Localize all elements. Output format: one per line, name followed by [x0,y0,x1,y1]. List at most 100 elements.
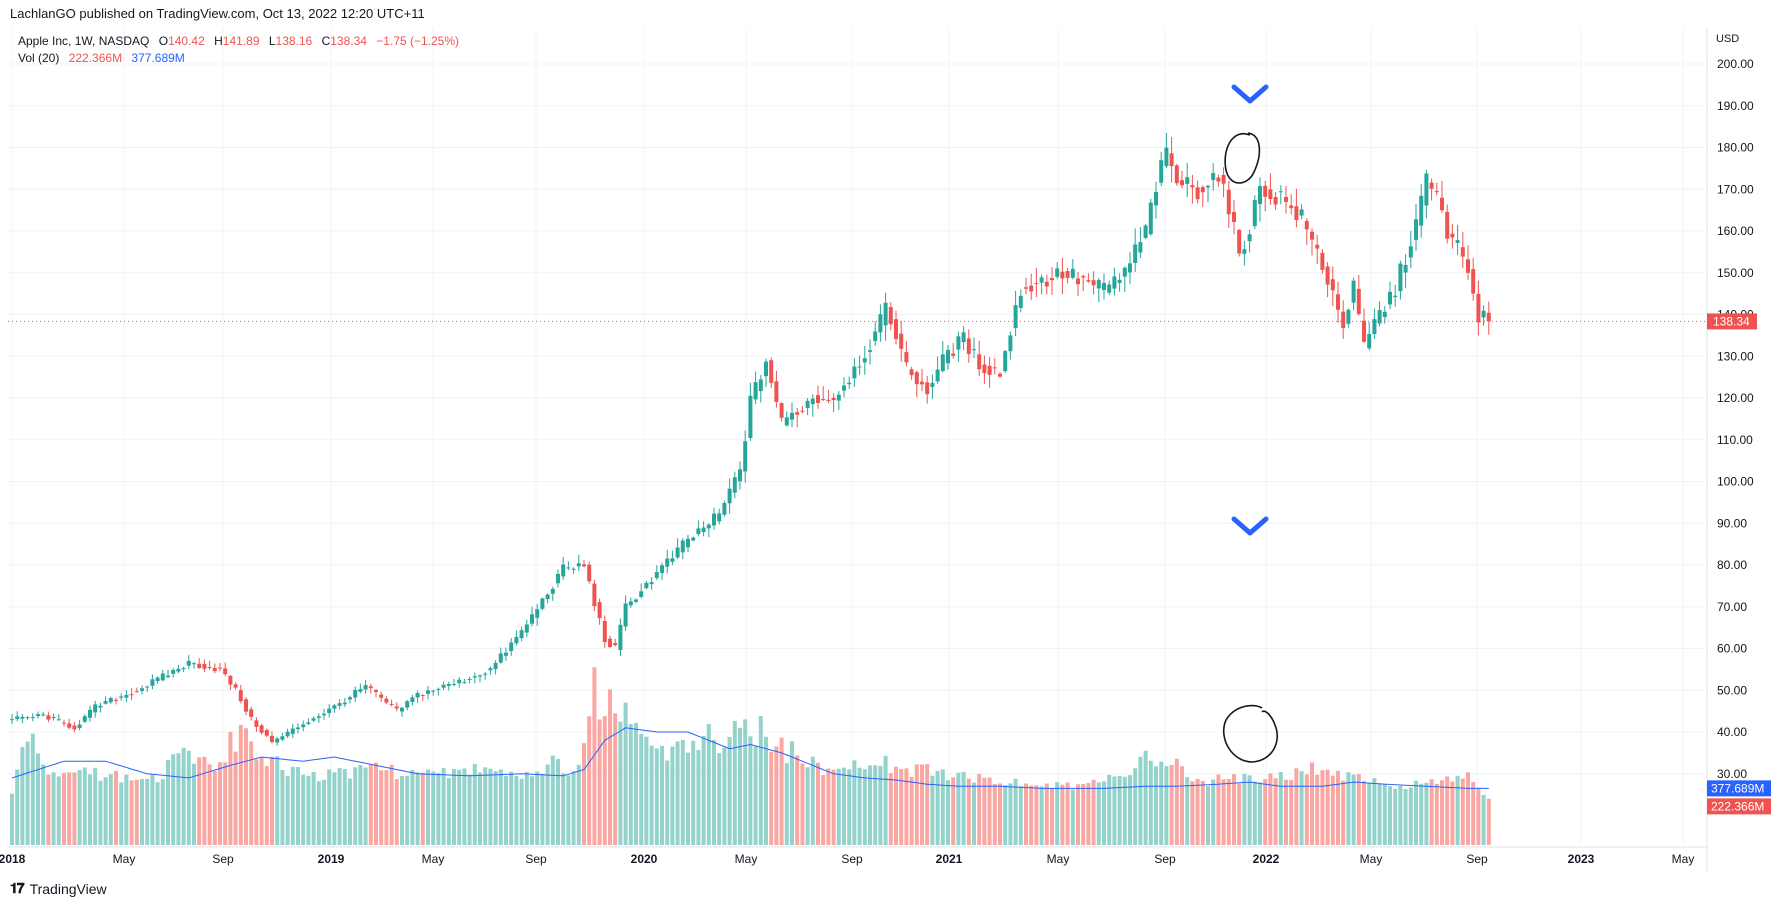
candle-body [1044,281,1049,287]
candle-body [930,383,935,387]
candle-body [1278,191,1283,193]
volume-bar [743,719,748,845]
volume-bar [1419,783,1424,845]
candle-body [738,469,742,482]
candle-body [108,698,113,703]
footer-brand[interactable]: 𝟏𝟕 TradingView [10,880,107,897]
volume-bar [290,766,295,845]
candle-body [935,369,940,382]
candle-body [675,547,680,558]
volume-ma-tag-text: 377.689M [1711,781,1764,795]
volume-bar [327,769,332,845]
candle-body [1107,284,1112,293]
volume-bar [452,768,456,845]
volume-bar [322,779,326,845]
candle-body [956,336,961,350]
candle-body [176,668,181,672]
volume-bar [207,764,212,845]
volume-bar [280,769,285,845]
currency-label: USD [1716,33,1740,45]
volume-bar [270,756,274,845]
candle-body [680,540,685,553]
volume-bar [748,736,753,845]
candle-body [145,686,150,688]
volume-bar [686,752,690,845]
volume-bar [1013,778,1018,845]
volume-bar [420,772,425,845]
volume-bar [56,776,61,845]
volume-bar [613,713,618,845]
candle-body [639,591,644,597]
circle-annotation-volume [1222,704,1278,763]
x-axis-tick-label: May [1047,852,1070,866]
candle-body [1486,312,1491,322]
volume-bar [1018,786,1023,845]
volume-bar [680,740,685,845]
candle-body [540,598,545,609]
volume-bar [805,767,810,845]
volume-bar [316,781,321,845]
candle-body [732,477,737,493]
candle-body [1190,185,1195,188]
candle-body [25,717,30,719]
volume-bar [192,763,196,845]
candle-body [56,719,61,721]
volume-bar [1143,750,1148,845]
legend-symbol[interactable]: Apple Inc, 1W, NASDAQ [18,34,150,48]
volume-bar [93,767,98,845]
volume-bar [1372,778,1377,845]
volume-bar [275,756,280,845]
volume-bar [415,772,420,845]
volume-bar [249,741,254,845]
volume-bar [1263,779,1268,845]
candle-body [530,614,534,624]
volume-bar [25,741,30,845]
volume-bar [1460,778,1465,845]
legend-open-value: 140.42 [168,34,205,48]
volume-bar [1029,785,1034,845]
volume-bar [722,747,727,845]
volume-bar [348,778,352,845]
candle-body [10,719,14,721]
volume-bar [436,772,441,845]
candle-body [197,663,202,668]
volume-bar [566,775,571,845]
candle-body [982,364,987,374]
volume-bar [1440,780,1444,845]
volume-bar [1398,785,1403,845]
candle-body [1304,221,1309,230]
volume-bar [431,771,436,845]
candle-body [717,513,722,522]
volume-bar [899,768,904,845]
candle-body [899,333,904,349]
candle-body [649,582,654,585]
candle-body [67,723,72,728]
volume-bar [852,760,857,845]
volume-bar [1424,782,1429,845]
candle-body [384,698,389,703]
candle-body [1102,282,1106,291]
candle-body [415,692,420,698]
candle-body [1356,288,1361,314]
candle-body [348,697,352,700]
x-axis-tick-label: May [422,852,445,866]
candle-body [961,332,966,343]
volume-bar [1341,780,1346,845]
volume-bar [10,793,14,845]
candle-body [951,353,956,356]
volume-bar [1320,770,1325,845]
candle-body [337,703,342,706]
volume-bar [956,772,961,845]
legend-volume-label[interactable]: Vol (20) [18,51,60,65]
candle-body [1081,276,1086,278]
candle-body [400,707,404,712]
volume-bar [769,751,774,845]
candle-body [1294,206,1299,221]
volume-bar [930,775,935,845]
candle-body [379,694,384,698]
volume-bar [202,756,207,845]
volume-bar [72,772,77,845]
candle-body [706,524,711,529]
candle-body [1434,191,1439,193]
